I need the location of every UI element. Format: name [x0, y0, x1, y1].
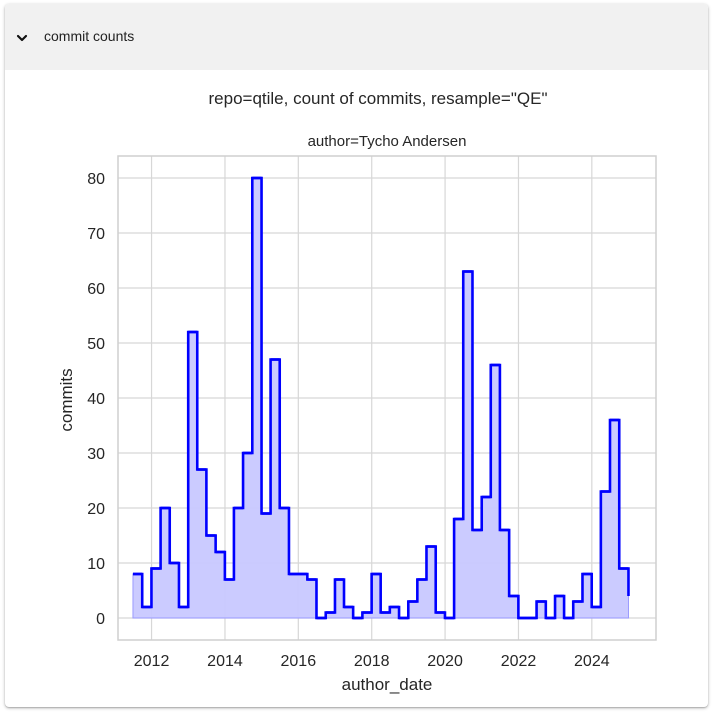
x-tick-labels: 2012 2014 2016 2018 2020 2022 2024 — [134, 653, 610, 670]
y-tick-label: 70 — [87, 226, 105, 243]
chart-area: repo=qtile, count of commits, resample="… — [5, 70, 708, 707]
grid-lines — [118, 156, 656, 640]
x-axis-label: author_date — [342, 675, 433, 694]
commits-chart: repo=qtile, count of commits, resample="… — [57, 89, 657, 694]
x-tick-label: 2022 — [501, 653, 537, 670]
x-tick-label: 2024 — [574, 653, 610, 670]
y-tick-labels: 0 10 20 30 40 50 60 70 80 — [87, 171, 105, 628]
y-axis-label: commits — [57, 368, 76, 431]
y-tick-label: 80 — [87, 171, 105, 188]
panel-header[interactable]: commit counts — [5, 4, 708, 70]
x-tick-label: 2020 — [427, 653, 463, 670]
y-tick-label: 60 — [87, 281, 105, 298]
series-steps — [132, 176, 630, 620]
y-tick-label: 50 — [87, 336, 105, 353]
chevron-down-icon[interactable] — [15, 31, 29, 45]
plot-frame — [117, 155, 657, 641]
commit-counts-panel: commit counts repo=qtile, count of commi… — [5, 4, 708, 707]
y-tick-label: 40 — [87, 391, 105, 408]
y-tick-label: 10 — [87, 556, 105, 573]
x-tick-label: 2018 — [354, 653, 390, 670]
x-tick-label: 2016 — [281, 653, 317, 670]
y-tick-label: 20 — [87, 501, 105, 518]
panel-title: commit counts — [44, 28, 135, 44]
chart-subtitle: author=Tycho Andersen — [308, 133, 467, 150]
x-tick-label: 2012 — [134, 653, 170, 670]
y-tick-label: 0 — [96, 611, 105, 628]
x-tick-label: 2014 — [207, 653, 243, 670]
chart-title: repo=qtile, count of commits, resample="… — [209, 89, 548, 108]
y-tick-label: 30 — [87, 446, 105, 463]
